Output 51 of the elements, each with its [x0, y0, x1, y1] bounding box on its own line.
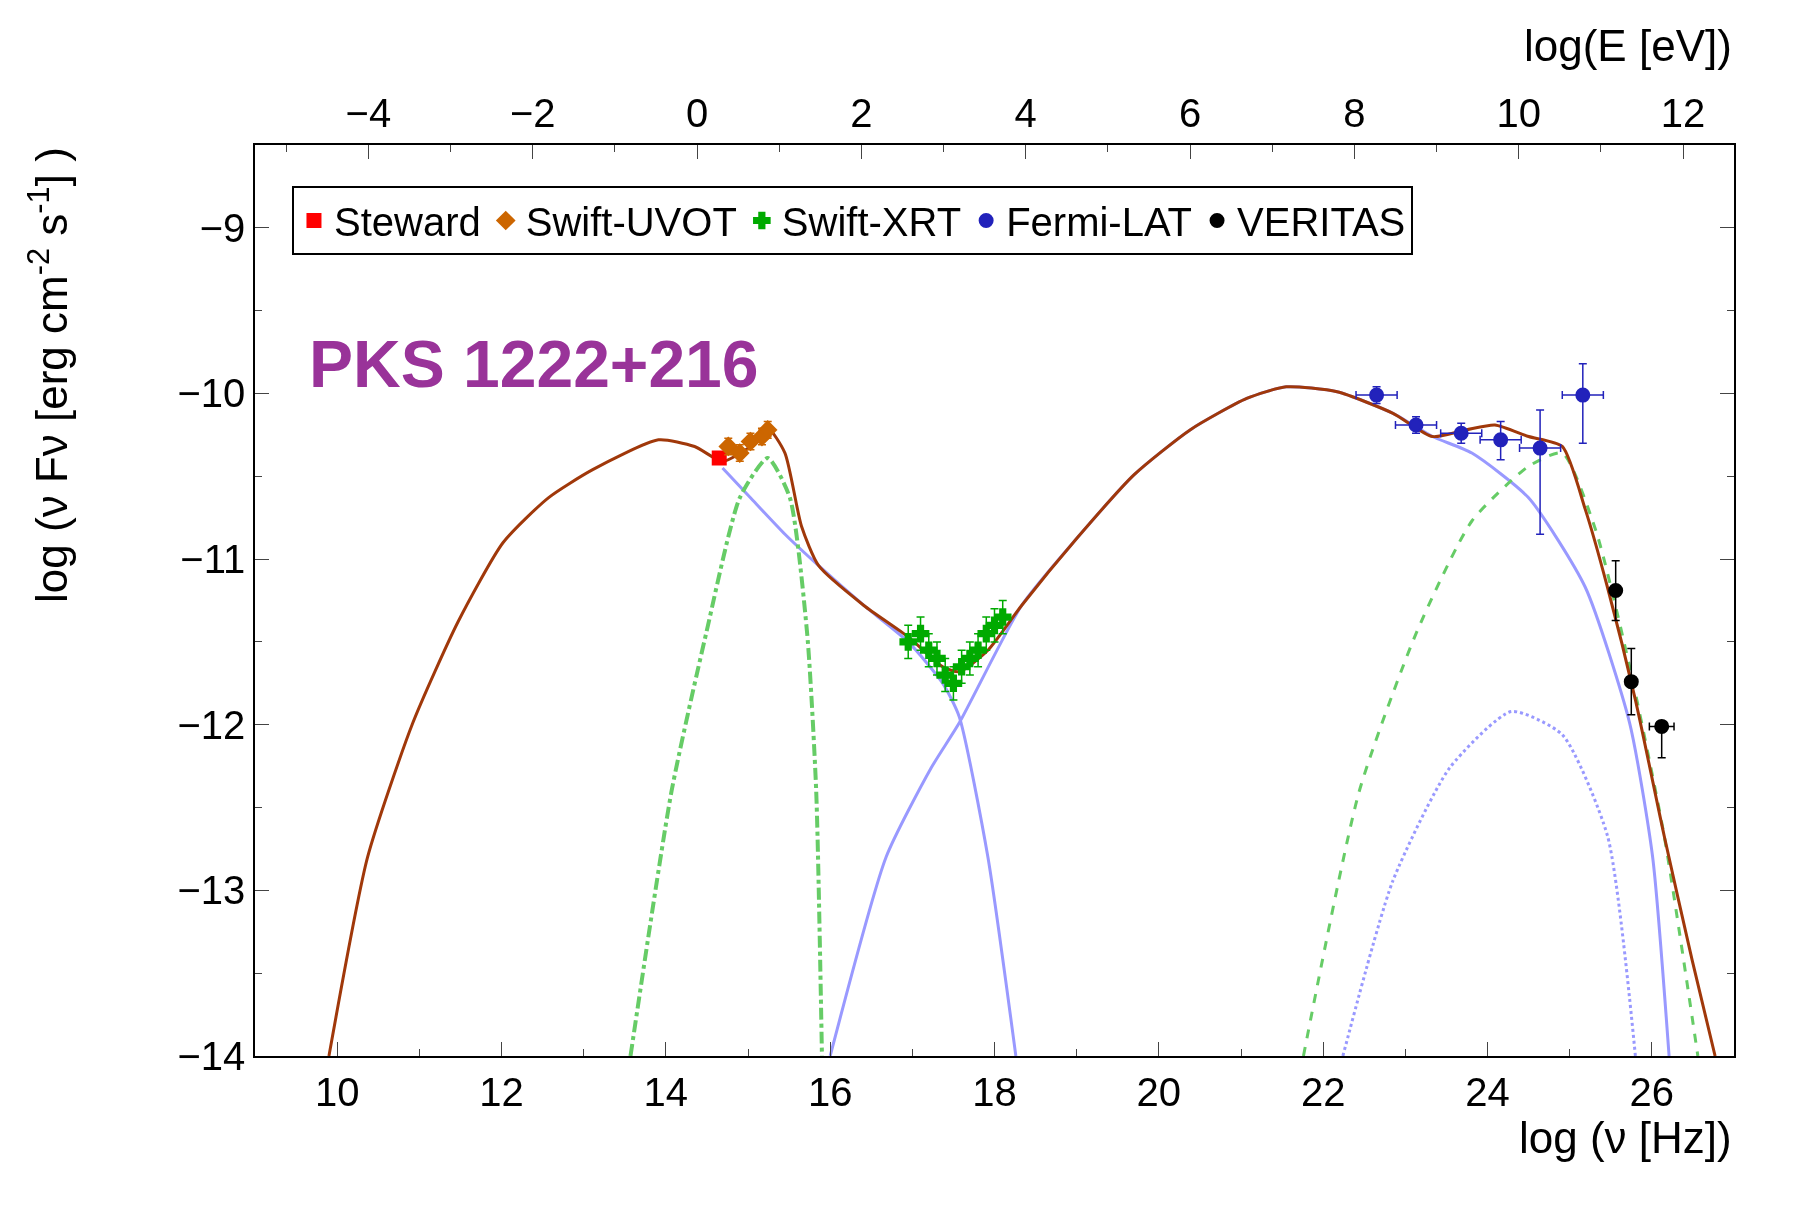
x-tick-label: 26	[1629, 1069, 1675, 1114]
x-axis-title: log (ν [Hz])	[1519, 1113, 1732, 1162]
x2-tick-label: 12	[1660, 91, 1706, 136]
line-series	[628, 456, 824, 1056]
legend-label: Swift-XRT	[781, 200, 962, 245]
x2-tick-label: 6	[1178, 91, 1202, 136]
point	[1532, 440, 1548, 456]
x-tick-label: 12	[479, 1069, 524, 1114]
x2-tick-label: 2	[850, 91, 873, 136]
annotation: PKS 1222+216	[309, 327, 759, 401]
x2-tick-label: 10	[1496, 91, 1541, 136]
x-tick-label: 14	[643, 1069, 689, 1114]
x2-tick-label: −2	[509, 91, 556, 136]
legend-label: VERITAS	[1237, 200, 1406, 245]
y-tick-label: −13	[177, 868, 246, 913]
point	[711, 450, 727, 466]
x-tick-label: 16	[807, 1069, 853, 1114]
y-tick-label: −14	[177, 1034, 246, 1078]
point	[1623, 674, 1639, 690]
x2-tick-label: −4	[345, 91, 392, 136]
point	[1575, 387, 1591, 403]
point	[1493, 432, 1509, 448]
x-tick-label: 20	[1136, 1069, 1182, 1114]
x-tick-label: 10	[314, 1069, 360, 1114]
point	[758, 420, 778, 440]
line-series	[1341, 709, 1637, 1056]
x-tick-label: 24	[1465, 1069, 1510, 1114]
point	[944, 674, 963, 693]
point	[969, 641, 987, 659]
x-tick-label: 18	[972, 1069, 1017, 1114]
y-tick-label: −11	[180, 537, 246, 582]
legend-label: Fermi-LAT	[1006, 200, 1193, 245]
point	[911, 624, 930, 643]
y-tick-label: −9	[199, 205, 246, 250]
point	[718, 437, 738, 456]
x2-tick-label: 4	[1014, 91, 1037, 136]
point	[1608, 583, 1624, 599]
point	[1654, 718, 1670, 734]
point	[993, 608, 1012, 626]
point	[928, 649, 946, 668]
x2-tick-label: 0	[685, 91, 709, 136]
y-tick-label: −12	[177, 702, 246, 747]
x2-axis-title: log(E [eV])	[1524, 21, 1732, 70]
line-series	[1301, 451, 1700, 1056]
legend-label: Swift-UVOT	[525, 200, 737, 245]
x2-tick-label: 8	[1343, 91, 1366, 136]
x-tick-label: 22	[1300, 1069, 1346, 1114]
legend-label: Steward	[333, 200, 481, 245]
point	[899, 633, 918, 651]
point	[730, 443, 750, 463]
y-tick-label: −10	[177, 371, 246, 416]
